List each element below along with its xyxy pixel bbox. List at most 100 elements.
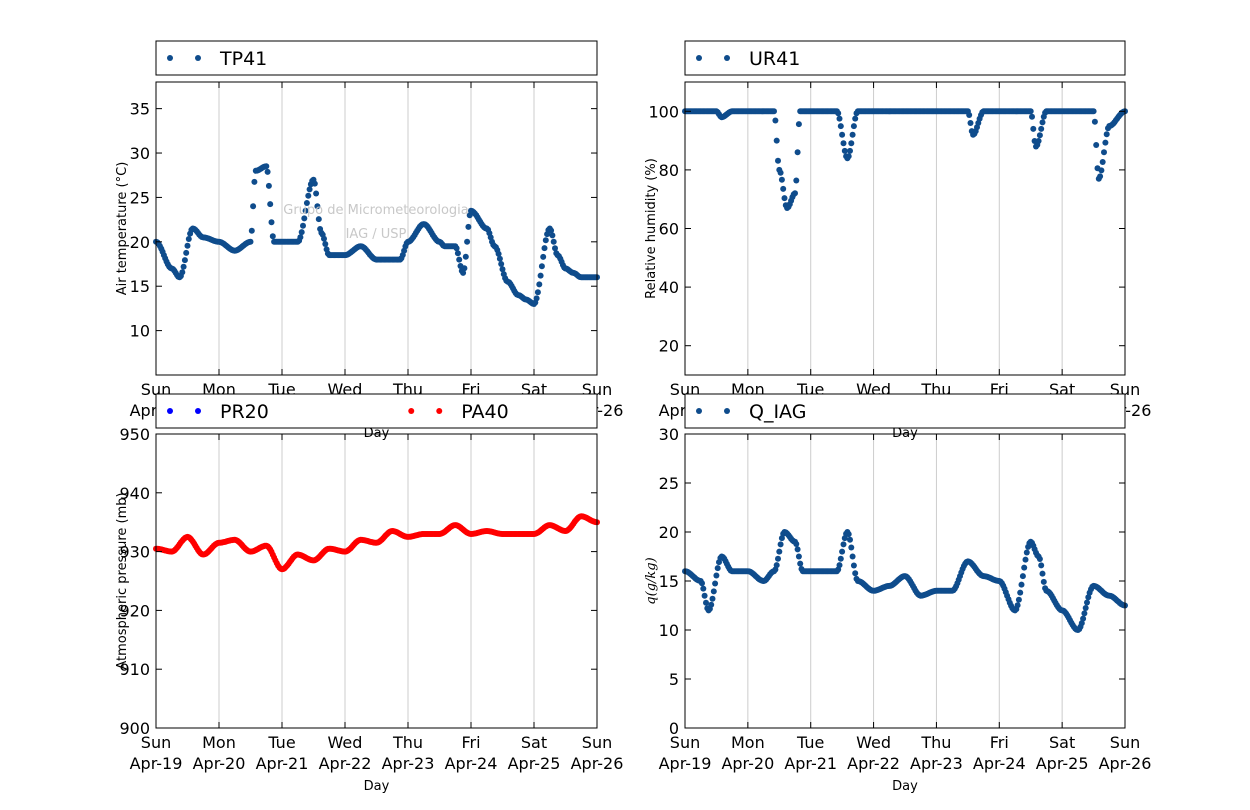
y-axis-label: q(g/kg)	[644, 557, 659, 604]
x-tick-label-date: Apr-20	[721, 754, 774, 773]
data-point	[462, 253, 469, 260]
data-point	[714, 565, 721, 572]
data-point	[1082, 605, 1089, 611]
data-point	[1014, 602, 1021, 609]
x-tick-label-date: Apr-22	[847, 754, 900, 773]
data-point	[454, 250, 461, 257]
series-1-points	[153, 163, 600, 307]
data-point	[839, 548, 846, 555]
data-point	[703, 599, 709, 606]
data-point	[840, 140, 847, 147]
data-point	[298, 229, 305, 236]
legend-marker	[724, 408, 730, 414]
data-point	[313, 190, 320, 197]
x-tick-label-day: Sat	[521, 733, 547, 752]
data-point	[533, 295, 540, 302]
x-tick-label-day: Mon	[202, 733, 236, 752]
x-tick-label-day: Tue	[267, 733, 295, 752]
y-tick-label: 35	[130, 100, 150, 119]
data-point	[1097, 173, 1104, 180]
data-point	[499, 266, 506, 273]
data-point	[179, 269, 186, 276]
y-axis-label: Relative humidity (%)	[644, 158, 659, 299]
data-point	[549, 232, 556, 239]
data-point	[710, 588, 717, 595]
data-point	[541, 245, 548, 252]
y-tick-label: 15	[659, 572, 679, 591]
data-point	[848, 544, 855, 551]
data-point	[302, 207, 309, 214]
legend: TP41	[155, 40, 598, 76]
y-tick-label: 910	[119, 660, 150, 679]
data-point	[263, 163, 270, 170]
y-tick-label: 10	[130, 322, 150, 341]
data-point	[1017, 589, 1024, 596]
data-point	[306, 186, 313, 193]
y-tick-label: 950	[119, 425, 150, 444]
y-tick-label: 930	[119, 543, 150, 562]
data-point	[1090, 108, 1097, 115]
data-point	[841, 147, 848, 154]
y-tick-label: 940	[119, 484, 150, 503]
x-tick-label-date: Apr-21	[784, 754, 837, 773]
y-tick-label: 20	[659, 337, 679, 356]
data-point	[1078, 620, 1085, 627]
y-tick-label: 60	[659, 220, 679, 239]
legend: Q_IAG	[684, 393, 1126, 429]
data-point	[303, 200, 310, 206]
data-point	[1021, 564, 1028, 571]
plot-frame	[684, 81, 1126, 376]
x-tick-label-day: Fri	[990, 733, 1009, 752]
data-point	[845, 153, 852, 160]
data-point	[773, 562, 780, 569]
data-point	[1038, 562, 1045, 569]
data-point	[305, 192, 312, 199]
data-point	[1030, 125, 1037, 132]
data-point	[1085, 594, 1092, 601]
data-point	[1029, 113, 1035, 120]
data-point	[248, 227, 255, 234]
legend-label: Q_IAG	[749, 401, 806, 423]
data-point	[1102, 139, 1109, 146]
data-point	[542, 237, 549, 244]
data-point	[268, 219, 275, 226]
data-point	[265, 182, 272, 189]
y-tick-label: 30	[659, 425, 679, 444]
x-tick-label-day: Mon	[731, 733, 765, 752]
y-tick-label: 40	[659, 278, 679, 297]
x-tick-label-day: Thu	[392, 733, 423, 752]
data-point	[776, 548, 783, 555]
data-point	[185, 236, 192, 242]
data-point	[837, 555, 844, 562]
data-point	[852, 115, 859, 122]
data-point	[550, 238, 557, 245]
data-point	[537, 272, 544, 279]
data-point	[699, 580, 705, 587]
data-point	[301, 215, 308, 222]
y-tick-label: 20	[659, 523, 679, 542]
data-point	[460, 269, 467, 276]
watermark: Grupo de Micrometeorologia IAG / USP	[283, 203, 469, 242]
legend-marker	[696, 55, 702, 61]
x-tick-label-day: Fri	[461, 733, 480, 752]
data-point	[321, 235, 327, 242]
data-point	[496, 255, 503, 262]
y-tick-label: 900	[119, 719, 150, 738]
data-point	[1039, 119, 1046, 126]
x-tick-label-day: Wed	[856, 733, 891, 752]
y-tick-label: 80	[659, 161, 679, 180]
x-tick-label-day: Sun	[670, 733, 700, 752]
data-point	[1022, 556, 1029, 563]
data-point	[548, 227, 555, 234]
data-point	[836, 115, 843, 122]
legend-box	[155, 393, 598, 429]
data-point	[552, 245, 558, 252]
data-point	[778, 176, 785, 183]
data-point	[184, 242, 191, 249]
y-tick-label: 25	[130, 188, 150, 207]
plot-frame	[684, 433, 1126, 729]
data-point	[183, 249, 190, 256]
y-tick-label: 30	[130, 144, 150, 163]
x-tick-label-date: Apr-23	[910, 754, 963, 773]
data-point	[780, 185, 787, 192]
